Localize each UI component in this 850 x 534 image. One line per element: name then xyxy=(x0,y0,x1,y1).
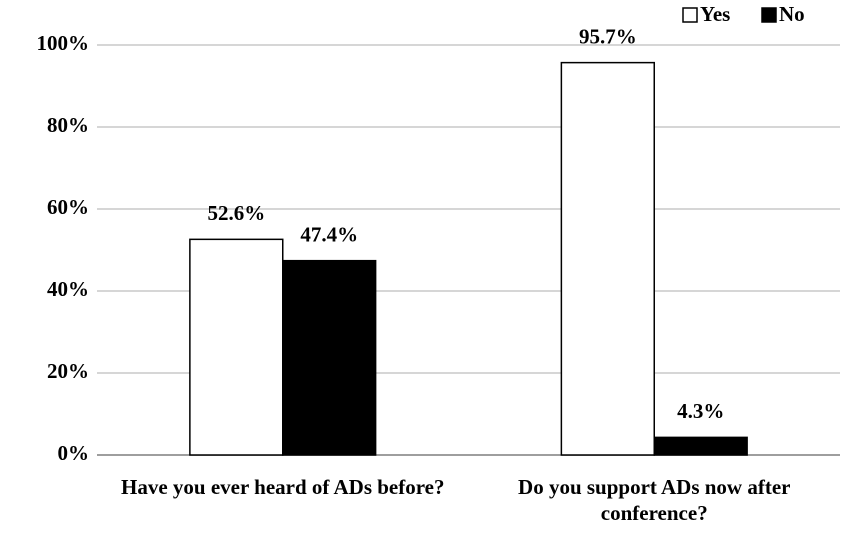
y-tick-label: 40% xyxy=(47,277,89,301)
y-tick-label: 0% xyxy=(58,441,90,465)
bar xyxy=(282,259,377,456)
y-tick-label: 100% xyxy=(37,31,90,55)
value-label: 95.7% xyxy=(579,24,637,48)
x-tick-label: Do you support ADs now after conference? xyxy=(518,475,791,525)
bar xyxy=(560,61,655,456)
x-tick-label: Have you ever heard of ADs before? xyxy=(120,475,445,499)
value-label: 4.3% xyxy=(677,399,724,423)
y-tick-label: 80% xyxy=(47,113,89,137)
bar xyxy=(189,238,284,456)
legend-swatch xyxy=(682,7,698,23)
y-tick-label: 60% xyxy=(47,195,89,219)
bar xyxy=(653,436,748,456)
legend-swatch xyxy=(761,7,777,23)
value-label: 47.4% xyxy=(300,222,358,246)
value-label: 52.6% xyxy=(207,201,265,225)
legend-label: Yes xyxy=(700,2,730,26)
legend-label: No xyxy=(779,2,805,26)
y-tick-label: 20% xyxy=(47,359,89,383)
